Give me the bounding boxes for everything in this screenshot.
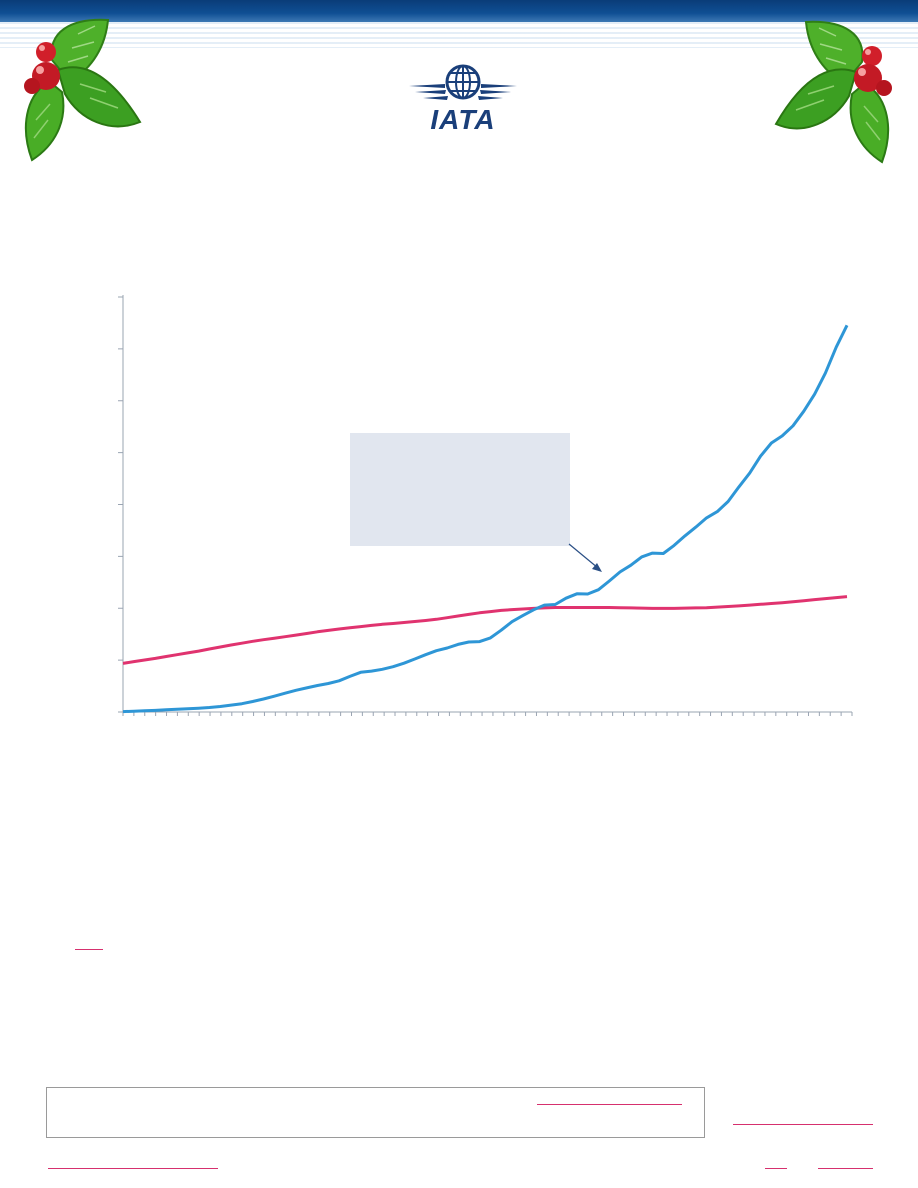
footer-link[interactable] (537, 1104, 682, 1105)
chart-callout-box (350, 433, 570, 546)
footer-box (46, 1087, 705, 1138)
series-line-2 (122, 595, 848, 665)
globe-wings-icon (409, 64, 517, 100)
callout-arrow-icon (568, 543, 602, 572)
footer-bottom-left-link[interactable] (48, 1168, 218, 1169)
body-link[interactable] (75, 949, 103, 950)
footer-bottom-right-link-2[interactable] (818, 1168, 873, 1169)
iata-logo: IATA (405, 60, 521, 135)
header-band (0, 0, 918, 22)
line-chart (118, 295, 853, 716)
holly-icon (24, 18, 142, 162)
holly-icon (774, 20, 892, 164)
series-line-1 (122, 324, 849, 714)
logo-text: IATA (430, 104, 496, 135)
footer-side-link[interactable] (733, 1124, 873, 1125)
footer-bottom-right-link-1[interactable] (765, 1168, 787, 1169)
header-band-fade (0, 22, 918, 48)
